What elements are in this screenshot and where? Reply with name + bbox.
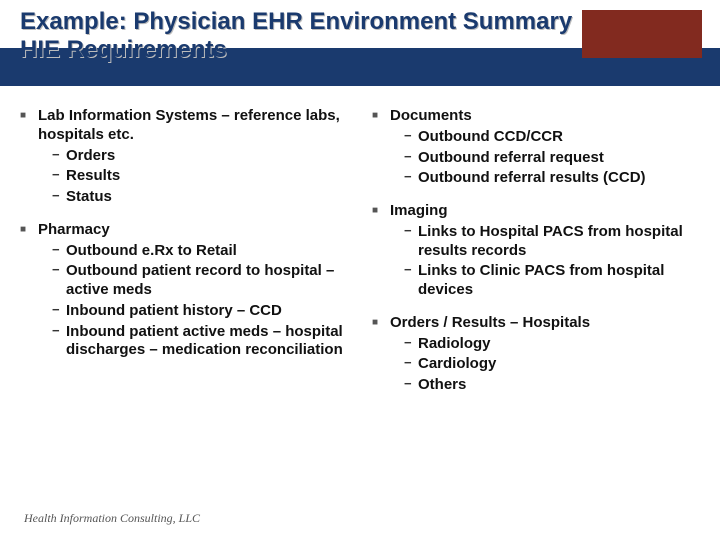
sub-text: Outbound referral results (CCD) (418, 169, 700, 188)
sub-item: −Outbound patient record to hospital – a… (38, 262, 348, 300)
bullet-item: ■Imaging −Links to Hospital PACS from hos… (372, 202, 700, 300)
sub-text: Others (418, 376, 700, 395)
sub-list: −Orders−Results−Status (38, 147, 348, 207)
bullet-heading: Lab Information Systems – reference labs… (38, 107, 348, 145)
sub-text: Outbound e.Rx to Retail (66, 242, 348, 261)
bullet-heading: Orders / Results – Hospitals (390, 314, 700, 333)
bullet-item: ■Documents−Outbound CCD/CCR−Outbound ref… (372, 107, 700, 188)
bullet-heading: Pharmacy (38, 221, 348, 240)
sub-item: −Cardiology (390, 355, 700, 374)
bullet-marker-icon: ■ (372, 202, 390, 300)
dash-marker-icon: − (404, 376, 418, 395)
left-column: ■Lab Information Systems – reference lab… (20, 107, 348, 409)
bullet-item: ■Lab Information Systems – reference lab… (20, 107, 348, 207)
dash-marker-icon: − (52, 188, 66, 207)
dash-marker-icon: − (404, 335, 418, 354)
dash-marker-icon: − (52, 167, 66, 186)
bullet-item: ■Orders / Results – Hospitals−Radiology−… (372, 314, 700, 395)
sub-list: −Links to Hospital PACS from hospital re… (390, 223, 700, 300)
dash-marker-icon: − (52, 262, 66, 300)
sub-item: −Results (38, 167, 348, 186)
bullet-body: Documents−Outbound CCD/CCR−Outbound refe… (390, 107, 700, 188)
sub-item: −Outbound referral request (390, 149, 700, 168)
sub-item: −Others (390, 376, 700, 395)
sub-item: −Inbound patient history – CCD (38, 302, 348, 321)
sub-list: −Outbound CCD/CCR−Outbound referral requ… (390, 128, 700, 188)
sub-item: −Outbound referral results (CCD) (390, 169, 700, 188)
sub-item: −Outbound CCD/CCR (390, 128, 700, 147)
sub-text: Outbound referral request (418, 149, 700, 168)
dash-marker-icon: − (404, 355, 418, 374)
bullet-body: Imaging −Links to Hospital PACS from hosp… (390, 202, 700, 300)
dash-marker-icon: − (404, 169, 418, 188)
sub-item: −Radiology (390, 335, 700, 354)
bullet-marker-icon: ■ (372, 107, 390, 188)
dash-marker-icon: − (52, 302, 66, 321)
bullet-item: ■Pharmacy−Outbound e.Rx to Retail−Outbou… (20, 221, 348, 360)
sub-text: Links to Hospital PACS from hospital res… (418, 223, 700, 261)
sub-text: Radiology (418, 335, 700, 354)
content-area: ■Lab Information Systems – reference lab… (0, 95, 720, 409)
title-area: Example: Physician EHR Environment Summa… (0, 0, 720, 95)
dash-marker-icon: − (404, 262, 418, 300)
dash-marker-icon: − (404, 223, 418, 261)
sub-text: Results (66, 167, 348, 186)
bullet-marker-icon: ■ (372, 314, 390, 395)
bullet-body: Lab Information Systems – reference labs… (38, 107, 348, 207)
sub-item: −Links to Hospital PACS from hospital re… (390, 223, 700, 261)
sub-text: Outbound patient record to hospital – ac… (66, 262, 348, 300)
bullet-marker-icon: ■ (20, 107, 38, 207)
slide-title: Example: Physician EHR Environment Summa… (20, 8, 700, 65)
dash-marker-icon: − (404, 128, 418, 147)
dash-marker-icon: − (52, 147, 66, 166)
bullet-heading: Documents (390, 107, 700, 126)
dash-marker-icon: − (52, 323, 66, 361)
sub-text: Inbound patient active meds – hospital d… (66, 323, 348, 361)
sub-list: −Outbound e.Rx to Retail−Outbound patien… (38, 242, 348, 361)
dash-marker-icon: − (404, 149, 418, 168)
sub-text: Outbound CCD/CCR (418, 128, 700, 147)
bullet-body: Orders / Results – Hospitals−Radiology−C… (390, 314, 700, 395)
sub-item: −Inbound patient active meds – hospital … (38, 323, 348, 361)
dash-marker-icon: − (52, 242, 66, 261)
title-line-1: Example: Physician EHR Environment Summa… (20, 8, 700, 36)
sub-list: −Radiology−Cardiology−Others (390, 335, 700, 395)
sub-item: −Status (38, 188, 348, 207)
title-line-2: HIE Requirements (20, 36, 700, 64)
sub-item: −Outbound e.Rx to Retail (38, 242, 348, 261)
sub-text: Cardiology (418, 355, 700, 374)
sub-text: Orders (66, 147, 348, 166)
sub-text: Status (66, 188, 348, 207)
bullet-marker-icon: ■ (20, 221, 38, 360)
bullet-heading: Imaging (390, 202, 700, 221)
sub-item: −Links to Clinic PACS from hospital devi… (390, 262, 700, 300)
bullet-body: Pharmacy−Outbound e.Rx to Retail−Outboun… (38, 221, 348, 360)
sub-text: Links to Clinic PACS from hospital devic… (418, 262, 700, 300)
sub-text: Inbound patient history – CCD (66, 302, 348, 321)
right-column: ■Documents−Outbound CCD/CCR−Outbound ref… (372, 107, 700, 409)
sub-item: −Orders (38, 147, 348, 166)
footer-text: Health Information Consulting, LLC (24, 511, 200, 526)
